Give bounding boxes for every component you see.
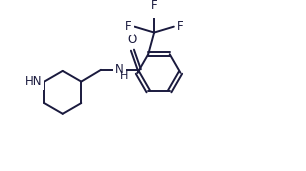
Text: F: F [125, 20, 132, 33]
Text: HN: HN [25, 75, 42, 88]
Text: O: O [128, 33, 137, 46]
Text: N: N [115, 63, 124, 76]
Text: F: F [177, 20, 183, 33]
Text: F: F [151, 0, 158, 12]
Text: H: H [120, 71, 128, 81]
